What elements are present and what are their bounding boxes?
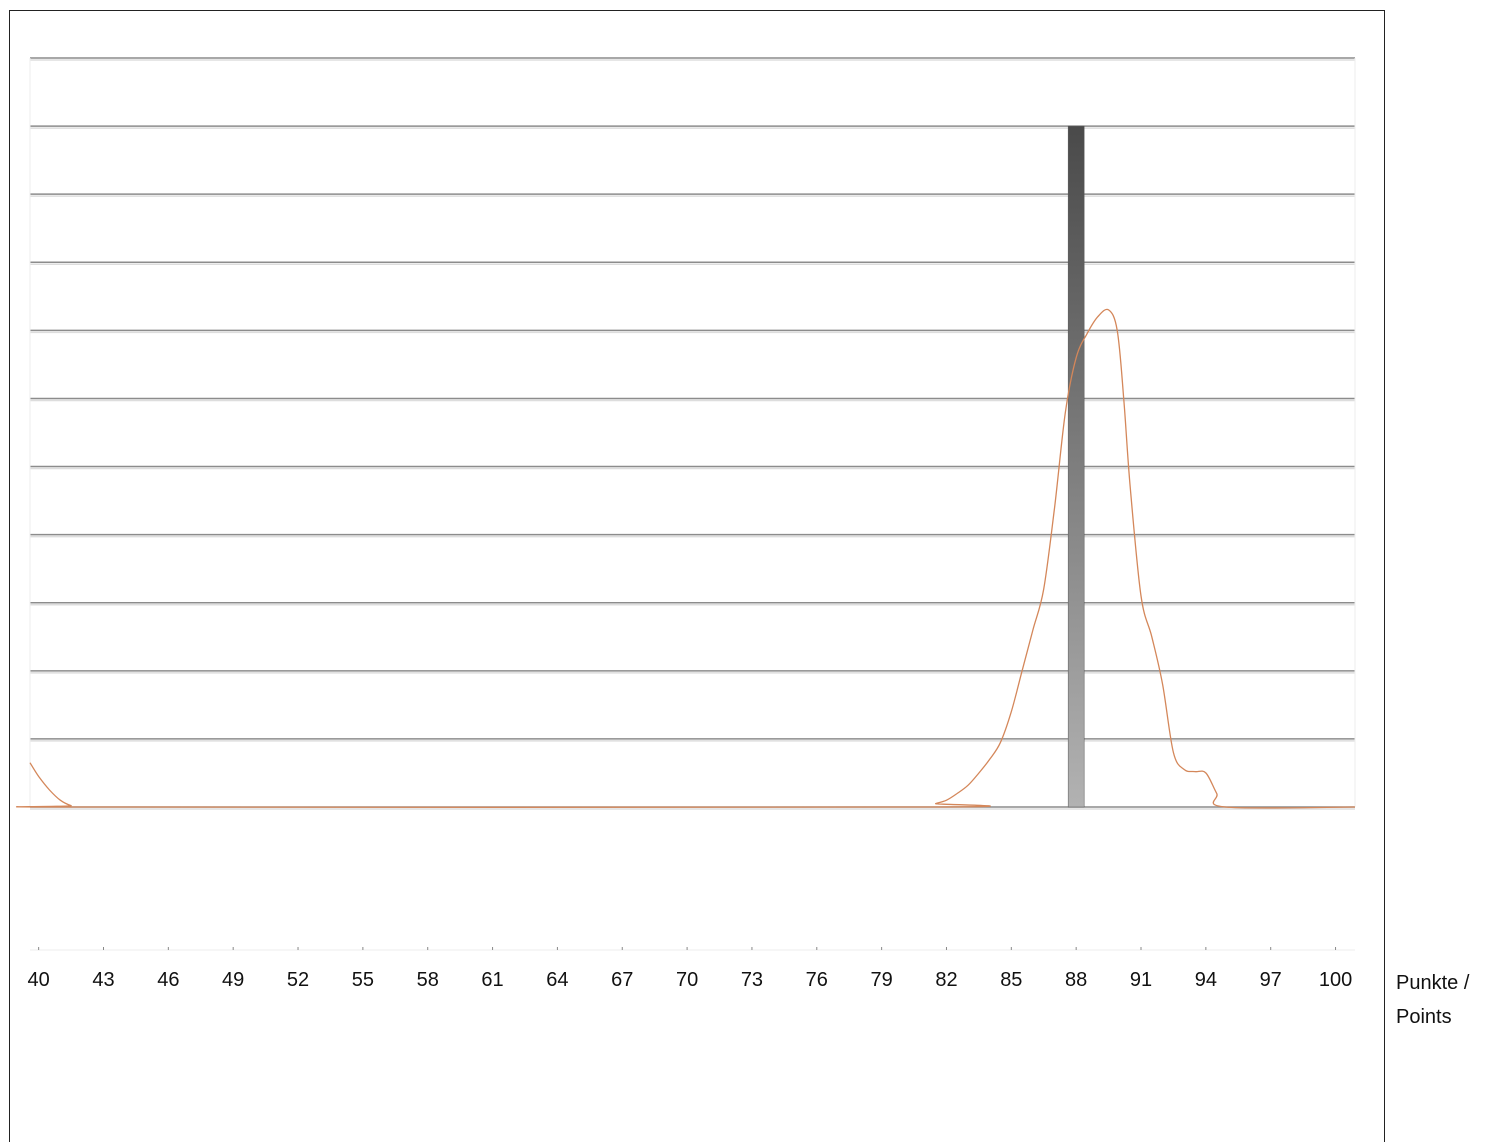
- x-axis-unit-label: Punkte / Points: [1396, 972, 1470, 1028]
- x-tick-label: 58: [417, 969, 439, 991]
- x-axis: 40 43 46 49 52 55 58 61 64 67 70 73 76 79 82 85 88 91 94 97…: [28, 947, 1355, 991]
- x-tick-label: 43: [92, 969, 114, 991]
- x-tick-label: 55: [352, 969, 374, 991]
- x-tick-label: 76: [806, 969, 828, 991]
- x-tick-label: 79: [871, 969, 893, 991]
- x-tick-label: 100: [1319, 969, 1352, 991]
- x-tick-label: 73: [741, 969, 763, 991]
- x-tick-label: 49: [222, 969, 244, 991]
- density-curve-group: [15, 308, 1356, 809]
- x-tick-label: 82: [935, 969, 957, 991]
- x-tick-label: 88: [1065, 969, 1087, 991]
- gridlines: [29, 57, 1356, 810]
- chart-frame: [9, 10, 1385, 1142]
- x-tick-label: 91: [1130, 969, 1152, 991]
- x-tick-label: 52: [287, 969, 309, 991]
- x-tick-label: 61: [481, 969, 503, 991]
- bar: [1067, 125, 1085, 808]
- x-tick-label: 94: [1195, 969, 1217, 991]
- x-tick-label: 85: [1000, 969, 1022, 991]
- x-tick-label: 64: [546, 969, 568, 991]
- x-tick-label: 46: [157, 969, 179, 991]
- bars: [1067, 125, 1085, 808]
- x-tick-label: 97: [1260, 969, 1282, 991]
- x-tick-label: 67: [611, 969, 633, 991]
- density-curve: [15, 308, 1356, 809]
- x-tick-label: 70: [676, 969, 698, 991]
- x-tick-label: 40: [28, 969, 50, 991]
